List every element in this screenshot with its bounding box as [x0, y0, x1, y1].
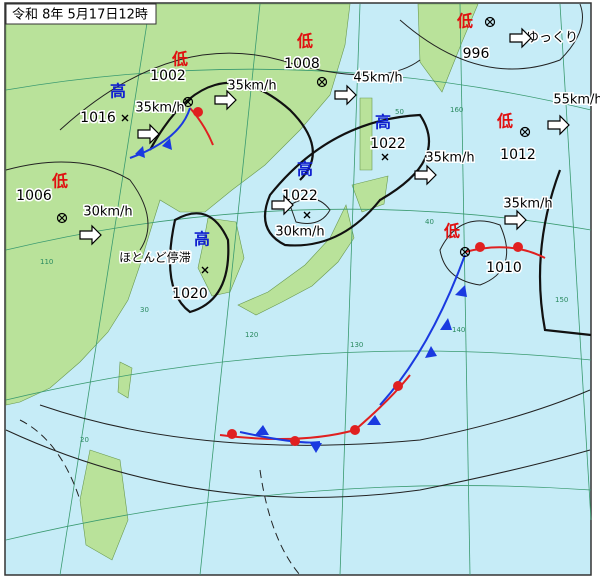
low-center-cross [461, 248, 469, 256]
pressure-label: 1022 [370, 136, 406, 152]
low-label: 低 [296, 32, 313, 51]
low-label: 低 [51, 172, 68, 191]
grid-label: 130 [350, 341, 363, 349]
low-label: 低 [443, 222, 460, 241]
pressure-label: 1008 [284, 56, 320, 72]
grid-label: 120 [245, 331, 258, 339]
movement-label: ほとんど停滞 [119, 250, 191, 265]
movement-label: 35km/h [503, 197, 552, 212]
pressure-label: 1020 [172, 286, 208, 302]
low-center [316, 76, 328, 88]
grid-label: 30 [140, 306, 149, 314]
pressure-label: 1022 [282, 188, 318, 204]
low-center-cross [184, 98, 192, 106]
movement-label: 30km/h [275, 225, 324, 240]
movement-arrow [509, 27, 532, 49]
pressure-label: 1002 [150, 68, 186, 84]
movement-arrow [334, 84, 357, 106]
grid-label: 140 [452, 326, 465, 334]
movement-label: 45km/h [353, 71, 402, 86]
grid-label: 110 [40, 258, 53, 266]
grid-label: 150 [555, 296, 568, 304]
low-center-cross [521, 128, 529, 136]
high-label: 高 [110, 82, 126, 101]
movement-arrow [137, 123, 160, 145]
map-labels: 低100235km/h低100845km/h低996ゆっくり低101255km/… [15, 12, 600, 445]
movement-label: 55km/h [553, 93, 600, 108]
movement-arrow [271, 194, 294, 216]
high-center [381, 153, 389, 161]
grid-label: 50 [395, 108, 404, 116]
movement-arrow [414, 164, 437, 186]
high-label: 高 [375, 113, 391, 132]
pressure-label: 1012 [500, 147, 536, 163]
low-center [519, 126, 531, 138]
movement-label: ゆっくり [526, 31, 578, 46]
low-center [182, 96, 194, 108]
low-center-cross [58, 214, 66, 222]
pressure-label: 1006 [16, 188, 52, 204]
fronts [129, 107, 546, 453]
map-title: 令和 8年 5月17日12時 [12, 8, 148, 23]
low-center-cross [486, 18, 494, 26]
low-center [484, 16, 496, 28]
low-center-cross [318, 78, 326, 86]
movement-label: 30km/h [83, 205, 132, 220]
movement-label: 35km/h [425, 151, 474, 166]
pressure-label: 1016 [80, 110, 116, 126]
movement-label: 35km/h [135, 101, 184, 116]
movement-arrow [79, 224, 102, 246]
low-center [56, 212, 68, 224]
grid-label: 20 [80, 436, 89, 444]
pressure-label: 1010 [486, 260, 522, 276]
low-label: 低 [456, 12, 473, 31]
high-center [201, 266, 209, 274]
high-label: 高 [297, 160, 313, 179]
low-center [459, 246, 471, 258]
movement-label: 35km/h [227, 79, 276, 94]
high-center [303, 211, 311, 219]
grid-label: 160 [450, 106, 463, 114]
grid-label: 40 [425, 218, 434, 226]
title-box [5, 3, 157, 25]
low-label: 低 [171, 50, 188, 69]
pressure-label: 996 [463, 46, 490, 62]
low-label: 低 [496, 112, 513, 131]
movement-arrow [214, 89, 237, 111]
high-label: 高 [194, 230, 210, 249]
movement-arrow [547, 114, 570, 136]
high-center [121, 114, 129, 122]
movement-arrow [504, 209, 527, 231]
